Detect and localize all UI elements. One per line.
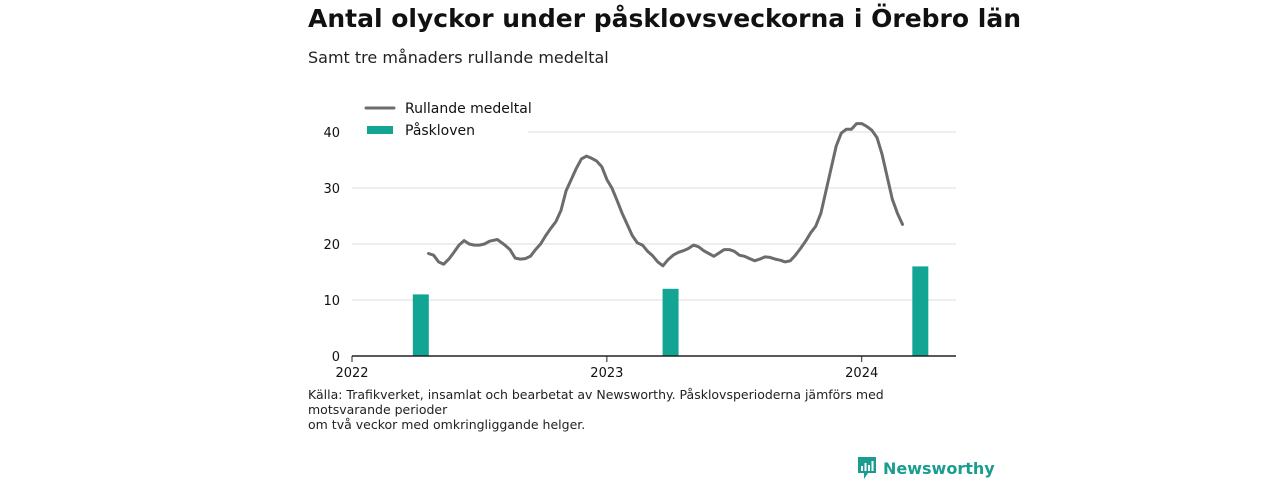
line-layer xyxy=(427,122,904,268)
x-tick-label-2023: 2023 xyxy=(590,366,623,381)
legend-label-line: Rullande medeltal xyxy=(405,101,532,117)
bar-paskloven-2 xyxy=(662,288,679,356)
legend-bar-swatch xyxy=(367,126,393,134)
x-tick-label-2024: 2024 xyxy=(845,366,878,381)
y-tick-label-0: 0 xyxy=(332,350,340,365)
source-line-2: om två veckor med omkringliggande helger… xyxy=(308,417,586,432)
grid-layer xyxy=(352,131,956,301)
axis-layer: 0 10 20 30 40 2022 2023 2024 xyxy=(323,126,956,381)
y-tick-label-30: 30 xyxy=(323,182,340,197)
chart-title: Antal olyckor under påsklovsveckorna i Ö… xyxy=(308,4,1021,33)
chart-subtitle: Samt tre månaders rullande medeltal xyxy=(308,48,609,67)
source-note: Källa: Trafikverket, insamlat och bearbe… xyxy=(308,387,948,432)
line-rullande-medeltal xyxy=(427,122,904,268)
newsworthy-logo-icon xyxy=(858,457,876,479)
y-tick-label-20: 20 xyxy=(323,238,340,253)
brand-name: Newsworthy xyxy=(883,458,995,478)
y-tick-label-10: 10 xyxy=(323,294,340,309)
bar-paskloven-1 xyxy=(412,294,429,356)
x-tick-label-2022: 2022 xyxy=(335,366,368,381)
legend-label-bar: Påskloven xyxy=(405,122,475,139)
y-tick-label-40: 40 xyxy=(323,126,340,141)
source-line-1: Källa: Trafikverket, insamlat och bearbe… xyxy=(308,387,884,417)
legend: Rullande medeltal Påskloven xyxy=(352,96,532,139)
brand-logo: Newsworthy xyxy=(857,456,995,480)
bar-paskloven-3 xyxy=(912,266,929,356)
bar-layer xyxy=(412,266,929,356)
